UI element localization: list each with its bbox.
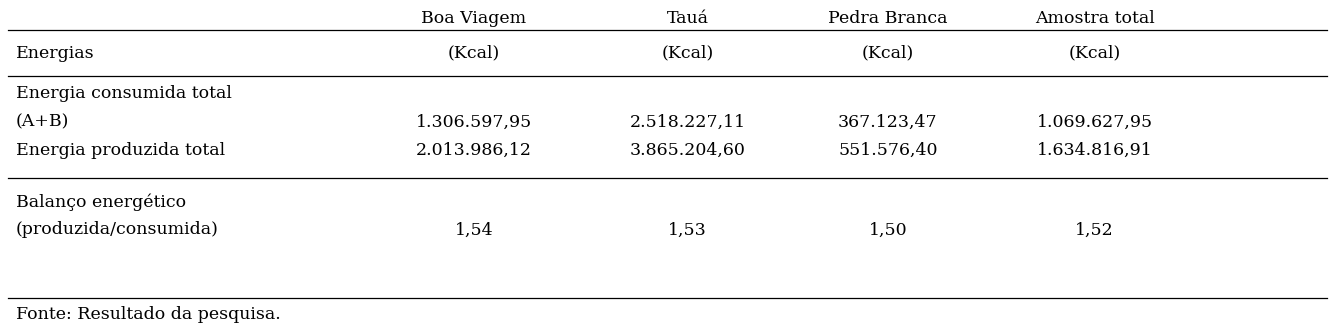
Text: Amostra total: Amostra total <box>1035 10 1155 26</box>
Text: (Kcal): (Kcal) <box>861 45 914 61</box>
Text: Fonte: Resultado da pesquisa.: Fonte: Resultado da pesquisa. <box>16 306 280 322</box>
Text: (A+B): (A+B) <box>16 114 69 130</box>
Text: Tauá: Tauá <box>666 10 709 26</box>
Text: (produzida/consumida): (produzida/consumida) <box>16 221 219 239</box>
Text: 2.518.227,11: 2.518.227,11 <box>630 114 745 130</box>
Text: 1.069.627,95: 1.069.627,95 <box>1037 114 1152 130</box>
Text: Pedra Branca: Pedra Branca <box>828 10 948 26</box>
Text: Energia consumida total: Energia consumida total <box>16 85 232 103</box>
Text: 367.123,47: 367.123,47 <box>838 114 937 130</box>
Text: 3.865.204,60: 3.865.204,60 <box>630 142 745 158</box>
Text: 1.634.816,91: 1.634.816,91 <box>1037 142 1152 158</box>
Text: 1,53: 1,53 <box>668 221 708 239</box>
Text: (Kcal): (Kcal) <box>1068 45 1121 61</box>
Text: 1,52: 1,52 <box>1075 221 1115 239</box>
Text: Balanço energético: Balanço energético <box>16 193 186 211</box>
Text: (Kcal): (Kcal) <box>661 45 714 61</box>
Text: Energias: Energias <box>16 45 95 61</box>
Text: 1,50: 1,50 <box>869 221 906 239</box>
Text: Boa Viagem: Boa Viagem <box>422 10 526 26</box>
Text: 1,54: 1,54 <box>455 221 493 239</box>
Text: (Kcal): (Kcal) <box>447 45 501 61</box>
Text: 1.306.597,95: 1.306.597,95 <box>415 114 533 130</box>
Text: 2.013.986,12: 2.013.986,12 <box>417 142 531 158</box>
Text: 551.576,40: 551.576,40 <box>838 142 937 158</box>
Text: Energia produzida total: Energia produzida total <box>16 142 226 158</box>
